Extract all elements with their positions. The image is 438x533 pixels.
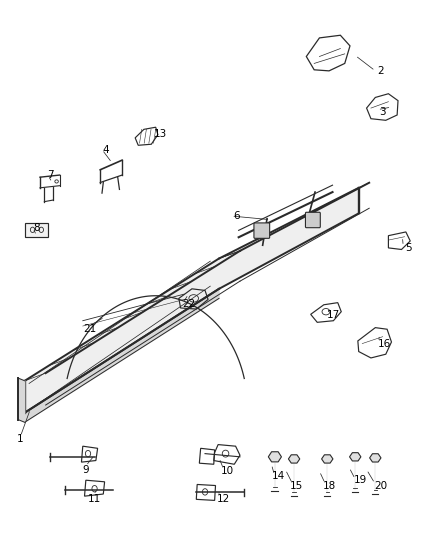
Text: 11: 11	[88, 494, 101, 504]
FancyBboxPatch shape	[305, 212, 320, 228]
Text: 5: 5	[406, 243, 412, 253]
Text: 2: 2	[377, 66, 384, 76]
Polygon shape	[18, 378, 25, 422]
Polygon shape	[268, 452, 282, 462]
Text: 14: 14	[271, 472, 285, 481]
Text: 12: 12	[217, 494, 230, 504]
Polygon shape	[25, 289, 219, 422]
Text: 1: 1	[17, 434, 24, 445]
Text: 4: 4	[102, 144, 109, 155]
Text: 13: 13	[153, 128, 167, 139]
Text: 21: 21	[84, 324, 97, 334]
Text: 7: 7	[48, 170, 54, 180]
Text: 8: 8	[33, 223, 40, 233]
Polygon shape	[370, 454, 381, 462]
Text: 6: 6	[233, 211, 240, 221]
Polygon shape	[25, 259, 219, 413]
Polygon shape	[219, 188, 359, 289]
Text: 19: 19	[354, 475, 367, 485]
Polygon shape	[321, 455, 333, 463]
Text: 15: 15	[290, 481, 304, 490]
Text: 17: 17	[327, 310, 340, 320]
Text: 18: 18	[323, 481, 336, 490]
FancyBboxPatch shape	[254, 223, 270, 238]
Text: 22: 22	[182, 298, 195, 309]
Text: 10: 10	[221, 466, 234, 476]
Text: 16: 16	[378, 338, 391, 349]
Text: 20: 20	[374, 481, 387, 490]
Polygon shape	[350, 453, 361, 461]
Text: 3: 3	[379, 107, 386, 117]
Polygon shape	[288, 455, 300, 463]
FancyBboxPatch shape	[25, 223, 48, 237]
Text: 9: 9	[82, 465, 89, 474]
